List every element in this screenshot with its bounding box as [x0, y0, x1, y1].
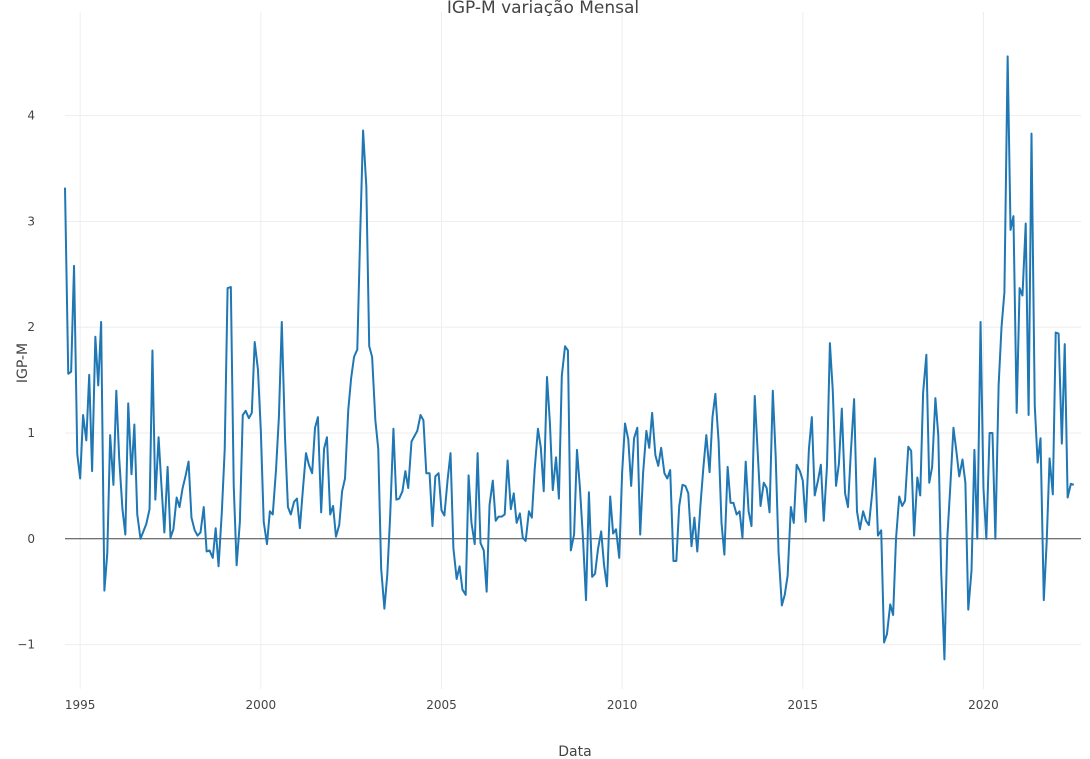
- series-line: [64, 55, 1075, 661]
- x-tick-labels: 1995 2000 2005 2010 2015 2020: [65, 698, 999, 712]
- x-tick-label: 2005: [426, 698, 457, 712]
- x-tick-label: 2000: [246, 698, 277, 712]
- y-tick-label: 0: [27, 532, 35, 546]
- x-tick-label: 1995: [65, 698, 96, 712]
- x-tick-label: 2020: [968, 698, 999, 712]
- y-tick-label: 4: [27, 109, 35, 123]
- y-tick-label: 3: [27, 214, 35, 228]
- series-layer: [64, 55, 1075, 661]
- y-tick-labels: −1 0 1 2 3 4: [17, 109, 35, 652]
- x-axis-title: Data: [558, 744, 591, 759]
- y-tick-label: 2: [27, 320, 35, 334]
- chart-title: IGP-M variação Mensal: [447, 0, 639, 18]
- y-tick-label: −1: [17, 638, 35, 652]
- x-tick-label: 2010: [607, 698, 638, 712]
- y-axis-title: IGP-M: [15, 343, 31, 383]
- y-tick-label: 1: [27, 426, 35, 440]
- x-tick-label: 2015: [788, 698, 819, 712]
- gridlines: [65, 12, 1081, 689]
